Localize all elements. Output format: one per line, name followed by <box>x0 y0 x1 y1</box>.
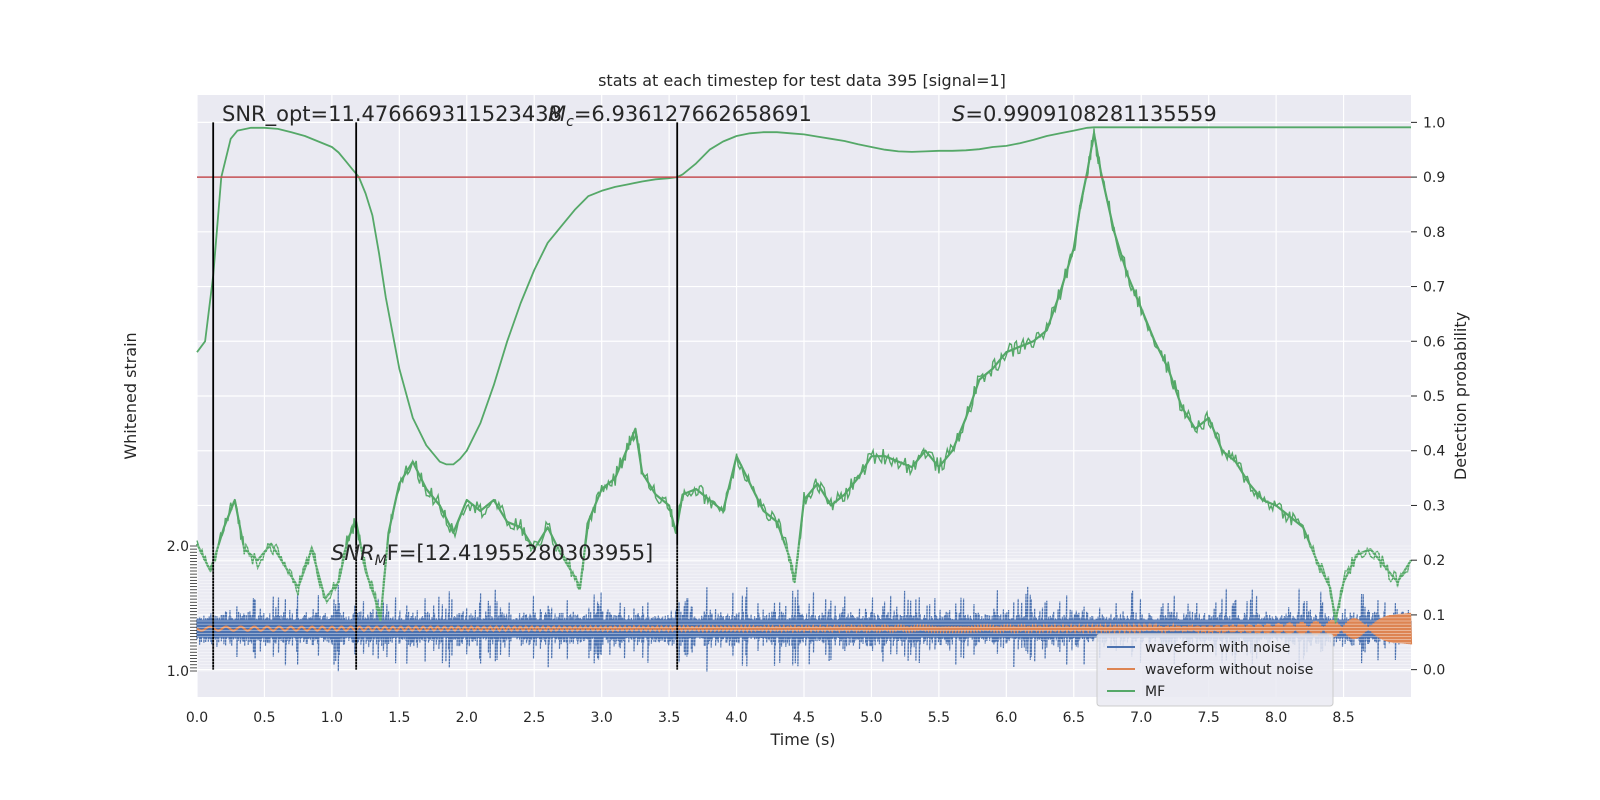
annotation-score: S=0.9909108281135559 <box>952 102 1217 126</box>
x-axis-ticks: 0.0 0.5 1.0 1.5 2.0 2.5 3.0 3.5 4.0 4.5 5.0 5.5 6.0 6… <box>186 710 1355 726</box>
right-tick-label: 0.7 <box>1423 280 1445 296</box>
x-tick-label: 5.5 <box>928 710 950 726</box>
right-tick-label: 0.1 <box>1423 608 1445 624</box>
x-tick-label: 8.5 <box>1332 710 1354 726</box>
annotation-score-value: =0.9909108281135559 <box>965 102 1216 126</box>
x-tick-label: 7.0 <box>1130 710 1152 726</box>
left-axis-label: Whitened strain <box>121 332 140 459</box>
x-tick-label: 3.5 <box>658 710 680 726</box>
x-tick-label: 0.5 <box>253 710 275 726</box>
annotation-chirp-mass-symbol: M <box>548 102 566 126</box>
right-tick-label: 1.0 <box>1423 115 1445 131</box>
right-tick-label: 0.8 <box>1423 225 1445 241</box>
x-tick-label: 0.0 <box>186 710 208 726</box>
legend-box <box>1096 633 1334 707</box>
right-tick-label: 0.0 <box>1423 663 1445 679</box>
vertical-markers <box>212 122 679 670</box>
annotation-snr-mf-symbol: SNR <box>331 541 375 565</box>
right-tick-label: 0.4 <box>1423 444 1445 460</box>
annotation-chirp-mass: Mc=6.936127662658691 <box>548 102 812 130</box>
right-axis-label: Detection probability <box>1451 312 1470 480</box>
right-tick-label: 0.3 <box>1423 498 1445 514</box>
x-tick-label: 3.0 <box>591 710 613 726</box>
x-tick-label: 8.0 <box>1265 710 1287 726</box>
x-tick-label: 6.5 <box>1063 710 1085 726</box>
legend-label-noise: waveform with noise <box>1145 640 1290 656</box>
x-axis-label: Time (s) <box>769 730 835 749</box>
left-tick-label-bottom: 1.0 <box>167 664 189 680</box>
x-tick-label: 2.5 <box>523 710 545 726</box>
x-tick-label: 7.5 <box>1198 710 1220 726</box>
annotation-snr-mf-value: F=[12.41955280303955] <box>387 541 654 565</box>
detection-probability-line <box>196 126 1411 466</box>
x-tick-label: 6.0 <box>995 710 1017 726</box>
left-tick-label-top: 2.0 <box>167 539 189 555</box>
x-tick-label: 4.5 <box>793 710 815 726</box>
annotation-chirp-mass-value: =6.936127662658691 <box>574 102 812 126</box>
right-tick-label: 0.2 <box>1423 553 1445 569</box>
right-tick-label: 0.9 <box>1423 170 1445 186</box>
x-tick-label: 1.0 <box>321 710 343 726</box>
annotation-snr-mf-subscript: M <box>375 553 387 569</box>
annotation-snr-mf: SNRMF=[12.41955280303955] <box>331 541 653 569</box>
x-tick-label: 5.0 <box>860 710 882 726</box>
x-tick-label: 1.5 <box>388 710 410 726</box>
legend-label-mf: MF <box>1145 684 1165 700</box>
right-axis-ticks: 0.0 0.1 0.2 0.3 0.4 0.5 0.6 0.7 0.8 0.9 1.0 <box>1411 115 1445 679</box>
mf-statistic-jitter <box>196 128 1410 625</box>
annotation-chirp-mass-subscript: c <box>566 114 574 130</box>
mf-layer <box>196 126 1412 625</box>
chart-title: stats at each timestep for test data 395… <box>598 71 1006 90</box>
legend: waveform with noise waveform without noi… <box>1096 633 1334 707</box>
x-tick-label: 2.0 <box>456 710 478 726</box>
right-tick-label: 0.5 <box>1423 389 1445 405</box>
x-tick-label: 4.0 <box>725 710 747 726</box>
annotation-snr-opt: SNR_opt=11.476669311523438 <box>222 102 562 127</box>
right-tick-label: 0.6 <box>1423 334 1445 350</box>
legend-label-clean: waveform without noise <box>1145 662 1313 678</box>
annotation-score-symbol: S <box>952 102 965 126</box>
